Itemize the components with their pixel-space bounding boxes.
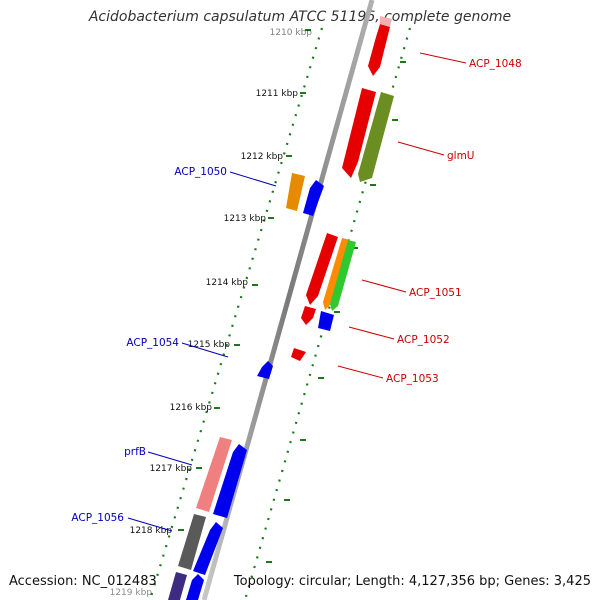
gene-prfb[interactable] [196,437,232,512]
gene-label-acp-1054[interactable]: ACP_1054 [126,337,179,349]
gene-acp-1055[interactable] [213,444,247,518]
accession-text: Accession: NC_012483 [9,574,157,589]
gene-label-acp-1052[interactable]: ACP_1052 [397,334,450,346]
gene-acp-1049[interactable] [342,88,376,178]
gene-acp-1051-a[interactable] [306,233,338,305]
kbp-label: 1214 kbp [206,278,249,288]
gene-label-glmu[interactable]: glmU [447,150,475,162]
gene-glmu[interactable] [358,92,394,182]
reverse-track-line [148,27,324,600]
gene-acp-1053[interactable] [291,348,306,361]
gene-acp-1048-cap [380,16,392,27]
gene-acp-1051-b[interactable] [323,238,350,310]
kbp-label: 1212 kbp [241,152,284,162]
kbp-labels: 1210 kbp 1211 kbp 1212 kbp 1213 kbp 1214… [110,28,313,598]
gene-label-prfb[interactable]: prfB [124,446,146,458]
gene-label-acp-1050[interactable]: ACP_1050 [174,166,227,178]
reverse-gene-labels: ACP_1050 ACP_1054 prfB ACP_1056 [71,166,227,524]
gene-acp-1048[interactable] [368,24,390,76]
forward-genes [291,16,394,361]
gene-acp-1056-a[interactable] [178,514,206,570]
forward-gene-labels: ACP_1048 glmU ACP_1051 ACP_1052 ACP_1053 [386,58,522,385]
kbp-label: 1219 kbp [110,588,153,598]
gene-acp-1054[interactable] [257,361,273,379]
gene-label-acp-1056[interactable]: ACP_1056 [71,512,124,524]
gene-acp-1052-b[interactable] [318,311,334,331]
kbp-label: 1218 kbp [130,526,173,536]
genome-summary-text: Topology: circular; Length: 4,127,356 bp… [233,574,591,589]
kbp-label: 1217 kbp [150,464,193,474]
gene-label-acp-1048[interactable]: ACP_1048 [469,58,522,70]
gene-acp-1057[interactable] [168,572,187,600]
kbp-label: 1215 kbp [188,340,231,350]
kbp-label: 1216 kbp [170,403,213,413]
kbp-label: 1213 kbp [224,214,267,224]
label-leaders [127,52,467,532]
gene-acp-1058[interactable] [186,574,204,600]
gene-label-acp-1053[interactable]: ACP_1053 [386,373,439,385]
gene-acp-1051-c[interactable] [330,240,356,311]
kbp-label: 1210 kbp [270,28,313,38]
map-title: Acidobacterium capsulatum ATCC 51196, co… [88,9,512,25]
gene-acp-1052[interactable] [301,306,316,325]
kbp-label: 1211 kbp [256,89,299,99]
reverse-genes [168,173,324,600]
gene-acp-1050[interactable] [303,180,324,216]
gene-label-acp-1051[interactable]: ACP_1051 [409,287,462,299]
gene-acp-1056[interactable] [193,522,223,575]
gene-acp-1050-a[interactable] [286,173,305,211]
